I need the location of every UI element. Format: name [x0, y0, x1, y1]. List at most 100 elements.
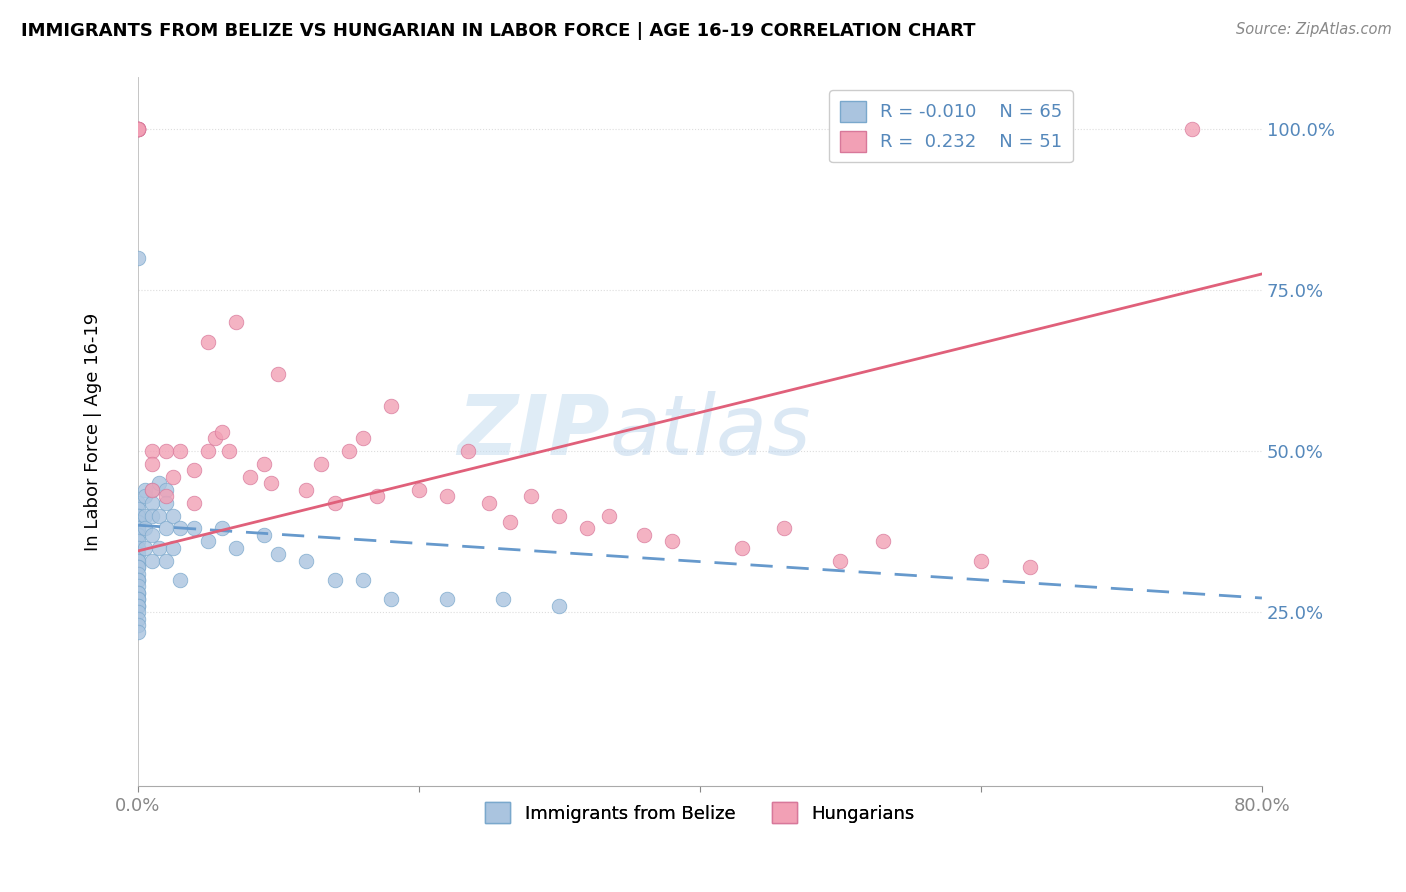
Point [155, 496, 177, 510]
Point [337, 444, 360, 458]
Point [134, 541, 156, 555]
Point [141, 483, 163, 497]
Point [127, 618, 149, 632]
Point [141, 483, 163, 497]
Point [183, 463, 205, 477]
Point [1019, 560, 1042, 574]
Point [352, 573, 374, 587]
Point [141, 554, 163, 568]
Point [127, 508, 149, 523]
Point [211, 425, 233, 439]
Point [197, 534, 219, 549]
Point [323, 573, 346, 587]
Point [457, 444, 479, 458]
Point [598, 508, 620, 523]
Point [436, 489, 458, 503]
Point [127, 560, 149, 574]
Point [148, 541, 170, 555]
Point [773, 521, 796, 535]
Point [127, 605, 149, 619]
Point [127, 541, 149, 555]
Point [169, 573, 191, 587]
Point [134, 521, 156, 535]
Point [155, 483, 177, 497]
Point [1181, 122, 1204, 136]
Point [204, 431, 226, 445]
Point [127, 515, 149, 529]
Point [127, 599, 149, 613]
Point [148, 476, 170, 491]
Point [127, 122, 149, 136]
Point [162, 541, 184, 555]
Point [169, 444, 191, 458]
Point [127, 592, 149, 607]
Point [127, 599, 149, 613]
Point [127, 122, 149, 136]
Point [661, 534, 683, 549]
Point [731, 541, 754, 555]
Point [309, 457, 332, 471]
Point [499, 515, 522, 529]
Point [366, 489, 388, 503]
Point [127, 521, 149, 535]
Point [127, 554, 149, 568]
Point [127, 573, 149, 587]
Point [295, 554, 318, 568]
Point [155, 444, 177, 458]
Point [323, 496, 346, 510]
Text: IMMIGRANTS FROM BELIZE VS HUNGARIAN IN LABOR FORCE | AGE 16-19 CORRELATION CHART: IMMIGRANTS FROM BELIZE VS HUNGARIAN IN L… [21, 22, 976, 40]
Point [253, 528, 276, 542]
Point [141, 444, 163, 458]
Point [127, 612, 149, 626]
Point [295, 483, 318, 497]
Point [155, 554, 177, 568]
Legend: Immigrants from Belize, Hungarians: Immigrants from Belize, Hungarians [478, 795, 922, 830]
Point [211, 521, 233, 535]
Point [127, 566, 149, 581]
Point [141, 508, 163, 523]
Point [127, 528, 149, 542]
Point [183, 496, 205, 510]
Point [548, 508, 571, 523]
Text: In Labor Force | Age 16-19: In Labor Force | Age 16-19 [84, 313, 101, 551]
Point [218, 444, 240, 458]
Point [127, 586, 149, 600]
Point [127, 624, 149, 639]
Point [141, 457, 163, 471]
Point [127, 502, 149, 516]
Point [169, 521, 191, 535]
Point [127, 592, 149, 607]
Point [127, 122, 149, 136]
Point [141, 496, 163, 510]
Point [162, 508, 184, 523]
Point [830, 554, 852, 568]
Point [155, 489, 177, 503]
Point [197, 334, 219, 349]
Point [127, 122, 149, 136]
Point [127, 573, 149, 587]
Point [127, 496, 149, 510]
Point [127, 251, 149, 265]
Point [127, 122, 149, 136]
Point [155, 521, 177, 535]
Point [148, 508, 170, 523]
Point [970, 554, 993, 568]
Text: atlas: atlas [610, 392, 811, 472]
Point [872, 534, 894, 549]
Point [134, 508, 156, 523]
Point [520, 489, 543, 503]
Point [380, 399, 402, 413]
Point [127, 122, 149, 136]
Text: Source: ZipAtlas.com: Source: ZipAtlas.com [1236, 22, 1392, 37]
Point [127, 560, 149, 574]
Point [225, 315, 247, 329]
Point [127, 579, 149, 593]
Point [253, 457, 276, 471]
Point [134, 483, 156, 497]
Point [633, 528, 655, 542]
Text: ZIP: ZIP [457, 392, 610, 472]
Point [127, 547, 149, 561]
Point [127, 521, 149, 535]
Point [127, 586, 149, 600]
Point [127, 554, 149, 568]
